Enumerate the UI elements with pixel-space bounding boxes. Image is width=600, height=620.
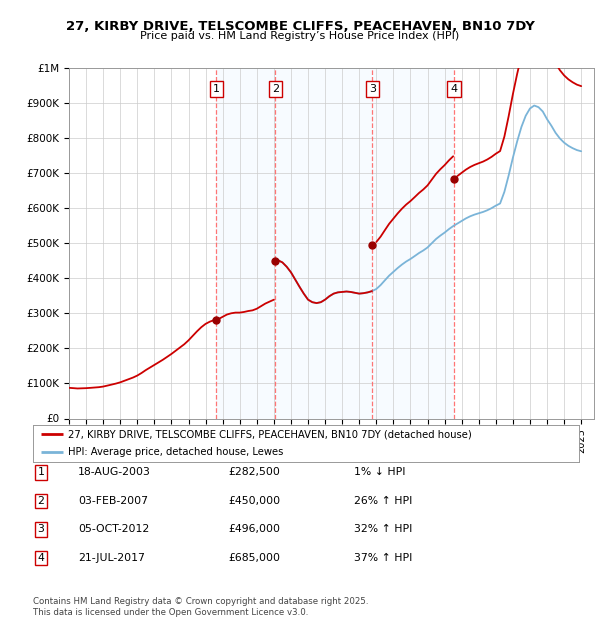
Text: 2: 2 [272, 84, 279, 94]
Text: £450,000: £450,000 [228, 496, 280, 506]
Text: £685,000: £685,000 [228, 553, 280, 563]
Text: 18-AUG-2003: 18-AUG-2003 [78, 467, 151, 477]
Text: 21-JUL-2017: 21-JUL-2017 [78, 553, 145, 563]
Text: 26% ↑ HPI: 26% ↑ HPI [354, 496, 412, 506]
Text: £496,000: £496,000 [228, 525, 280, 534]
Text: 3: 3 [369, 84, 376, 94]
Text: 3: 3 [37, 525, 44, 534]
Text: 1: 1 [213, 84, 220, 94]
Text: £282,500: £282,500 [228, 467, 280, 477]
Text: 37% ↑ HPI: 37% ↑ HPI [354, 553, 412, 563]
Text: 4: 4 [37, 553, 44, 563]
Text: HPI: Average price, detached house, Lewes: HPI: Average price, detached house, Lewe… [68, 447, 284, 457]
Text: 27, KIRBY DRIVE, TELSCOMBE CLIFFS, PEACEHAVEN, BN10 7DY (detached house): 27, KIRBY DRIVE, TELSCOMBE CLIFFS, PEACE… [68, 430, 472, 440]
Text: 32% ↑ HPI: 32% ↑ HPI [354, 525, 412, 534]
Text: Price paid vs. HM Land Registry’s House Price Index (HPI): Price paid vs. HM Land Registry’s House … [140, 31, 460, 41]
Text: 1% ↓ HPI: 1% ↓ HPI [354, 467, 406, 477]
Bar [217, 68, 454, 418]
Text: 1: 1 [37, 467, 44, 477]
Text: 05-OCT-2012: 05-OCT-2012 [78, 525, 149, 534]
Text: 4: 4 [451, 84, 458, 94]
Text: 03-FEB-2007: 03-FEB-2007 [78, 496, 148, 506]
Text: Contains HM Land Registry data © Crown copyright and database right 2025.
This d: Contains HM Land Registry data © Crown c… [33, 598, 368, 617]
Text: 2: 2 [37, 496, 44, 506]
Text: 27, KIRBY DRIVE, TELSCOMBE CLIFFS, PEACEHAVEN, BN10 7DY: 27, KIRBY DRIVE, TELSCOMBE CLIFFS, PEACE… [65, 20, 535, 33]
